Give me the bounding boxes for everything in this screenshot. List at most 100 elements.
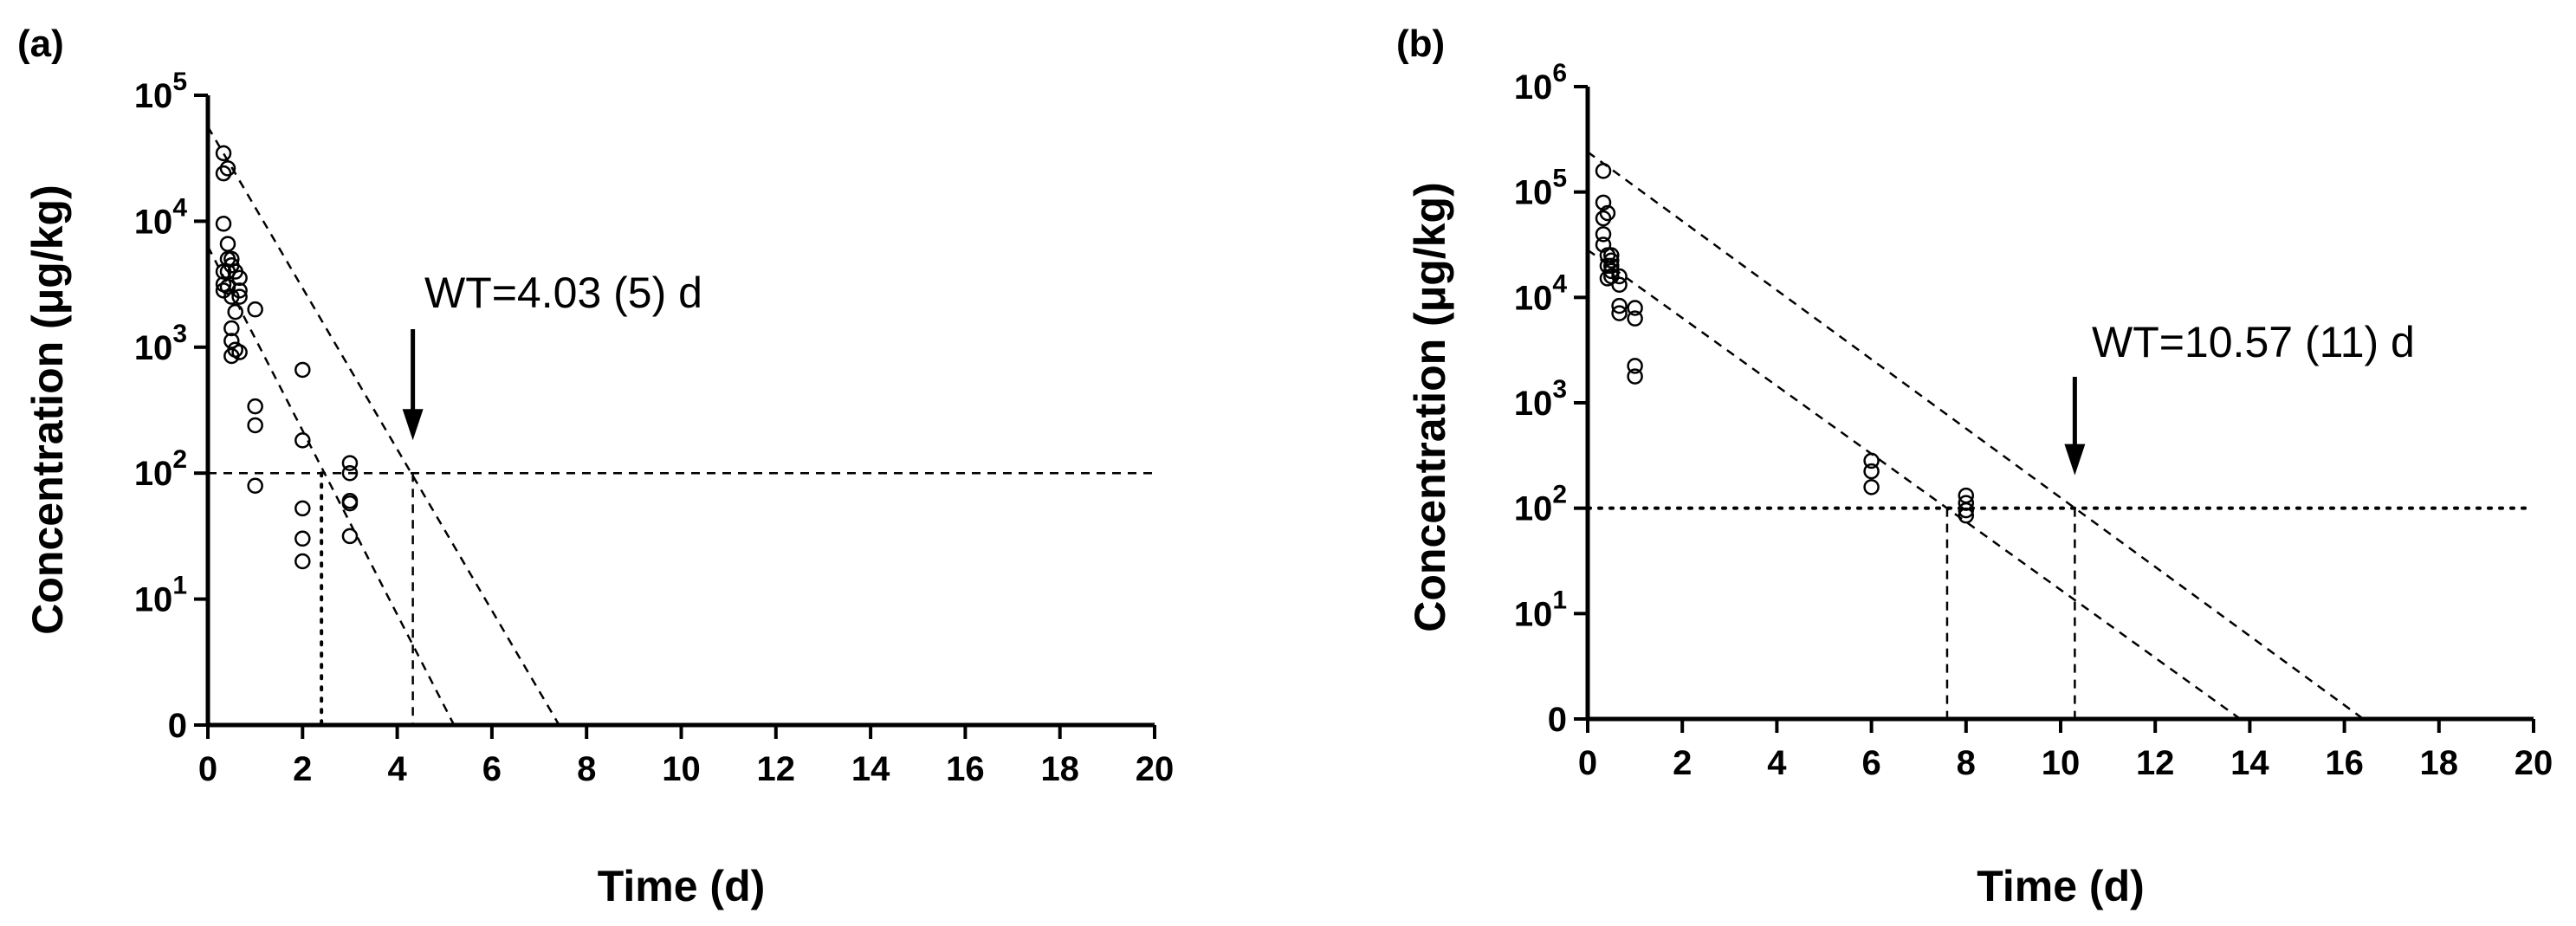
- data-point: [294, 500, 311, 517]
- x-axis-title: Time (d): [1977, 862, 2145, 910]
- data-point: [215, 165, 232, 182]
- y-tick-label: 0: [1548, 701, 1567, 739]
- data-point: [341, 455, 359, 471]
- data-point: [1603, 252, 1620, 269]
- y-tick-exponent: 4: [1552, 269, 1567, 298]
- data-point: [231, 288, 248, 305]
- y-tick-base: 10: [1514, 595, 1553, 633]
- y-tick-exponent: 5: [1552, 165, 1567, 193]
- y-tick-base: 10: [1514, 385, 1553, 423]
- y-tick-exponent: 3: [1552, 375, 1567, 404]
- x-tick-label: 0: [1578, 744, 1597, 782]
- y-tick-label: 103: [134, 320, 187, 367]
- data-point: [1599, 204, 1616, 222]
- y-tick-base: 10: [1514, 174, 1553, 212]
- chart-panel-b: (b)0 2 4 6 8 10 12 14 16 18 200101102103104105106T…: [1396, 23, 2553, 910]
- x-tick-label: 12: [2136, 744, 2175, 782]
- x-tick-label: 8: [1957, 744, 1976, 782]
- y-tick-base: 10: [1514, 279, 1553, 317]
- data-point: [231, 269, 248, 287]
- data-point: [1603, 257, 1620, 275]
- y-tick-base: 0: [1548, 701, 1567, 739]
- withdrawal-time-annotation: WT=4.03 (5) d: [424, 269, 702, 317]
- data-point: [1603, 247, 1620, 263]
- y-tick-exponent: 2: [172, 445, 187, 474]
- x-tick-label: 16: [946, 750, 985, 788]
- x-tick-label: 4: [387, 750, 407, 788]
- y-tick-exponent: 6: [1552, 59, 1567, 87]
- x-tick-label: 2: [293, 750, 312, 788]
- data-point: [294, 432, 311, 449]
- data-point: [294, 361, 311, 379]
- y-tick-label: 106: [1514, 59, 1567, 107]
- x-tick-label: 10: [662, 750, 701, 788]
- data-point: [247, 398, 263, 415]
- data-point: [1595, 163, 1612, 179]
- data-point: [1611, 268, 1628, 285]
- data-point: [223, 333, 240, 349]
- y-tick-exponent: 3: [172, 320, 187, 348]
- y-tick-base: 10: [134, 77, 173, 115]
- data-point: [1627, 368, 1643, 385]
- y-tick-label: 104: [134, 193, 188, 241]
- x-tick-label: 18: [1040, 750, 1079, 788]
- y-tick-exponent: 1: [1552, 586, 1567, 614]
- x-tick-label: 8: [577, 750, 596, 788]
- data-point: [227, 303, 243, 321]
- x-tick-label: 20: [1136, 750, 1175, 788]
- data-point: [247, 477, 263, 494]
- y-tick-base: 10: [1514, 490, 1553, 528]
- x-tick-label: 4: [1767, 744, 1787, 782]
- data-point: [231, 282, 248, 299]
- y-tick-exponent: 1: [172, 572, 187, 600]
- data-point: [1863, 452, 1880, 469]
- data-point: [1958, 507, 1975, 524]
- y-tick-label: 101: [1514, 586, 1567, 633]
- y-axis-title: Concentration (μg/kg): [23, 185, 72, 634]
- arrow-head: [2064, 444, 2086, 476]
- x-tick-label: 2: [1673, 744, 1692, 782]
- y-tick-base: 0: [168, 707, 187, 745]
- y-tick-exponent: 4: [172, 193, 187, 222]
- regression-line: [1587, 151, 2365, 721]
- regression-line: [206, 245, 456, 726]
- data-point: [219, 160, 236, 177]
- data-point: [247, 417, 263, 434]
- data-point: [294, 530, 311, 547]
- panel-label: (a): [17, 23, 64, 65]
- y-tick-exponent: 2: [1552, 481, 1567, 509]
- data-point: [215, 145, 232, 162]
- y-tick-label: 105: [1514, 165, 1567, 212]
- data-point: [1603, 268, 1620, 285]
- y-tick-base: 10: [134, 581, 173, 619]
- y-tick-base: 10: [1514, 68, 1553, 107]
- data-point: [1595, 194, 1612, 211]
- data-point: [1611, 305, 1628, 321]
- y-tick-label: 105: [134, 68, 187, 115]
- data-point: [1603, 262, 1620, 280]
- data-point: [1627, 310, 1643, 327]
- data-point: [341, 495, 359, 512]
- x-axis-title: Time (d): [598, 862, 766, 910]
- x-tick-label: 20: [2515, 744, 2553, 782]
- x-tick-label: 6: [1861, 744, 1880, 782]
- data-point: [1863, 479, 1880, 495]
- regression-line: [206, 126, 560, 726]
- arrow-head: [402, 409, 424, 441]
- data-point: [247, 301, 263, 318]
- y-tick-label: 102: [1514, 481, 1567, 528]
- data-point: [1863, 463, 1880, 480]
- y-axis-title: Concentration (μg/kg): [1406, 182, 1454, 631]
- y-tick-exponent: 5: [172, 68, 187, 96]
- withdrawal-time-annotation: WT=10.57 (11) d: [2092, 318, 2415, 366]
- data-point: [1958, 502, 1975, 519]
- y-tick-label: 101: [134, 572, 187, 619]
- x-tick-label: 10: [2042, 744, 2081, 782]
- data-point: [1611, 297, 1628, 314]
- y-tick-base: 10: [134, 455, 173, 493]
- data-point: [1627, 358, 1643, 374]
- x-tick-label: 14: [2230, 744, 2269, 782]
- data-point: [1595, 226, 1612, 243]
- chart-panel-a: (a)0 2 4 6 8 10 12 14 16 18 200101102103104105Time…: [17, 23, 1174, 910]
